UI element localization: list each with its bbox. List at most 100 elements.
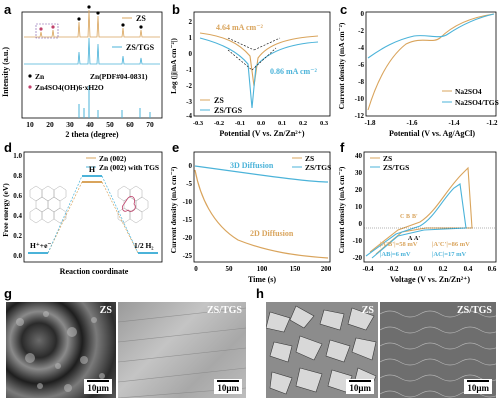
chart-d: Free energy (eV) Zn (002) Zn (002) with … <box>1 151 163 276</box>
f-annot-ap: A' <box>414 236 420 242</box>
e-xtick: 150 <box>290 265 301 273</box>
a-xtick: 20 <box>46 120 54 129</box>
d-xlabel: Reaction coordinate <box>60 267 129 276</box>
sem-g-zs-texture <box>16 311 105 392</box>
e-ylabel: Current density (mA cm⁻²) <box>169 166 178 253</box>
sem-h-zs: ZS 10μm <box>266 302 378 398</box>
a-reference-sticks <box>78 86 151 118</box>
f-ytick: 30 <box>355 169 363 177</box>
c-ytick: -8 <box>358 78 364 86</box>
c-xlabel: Potential (V vs. Ag/AgCl) <box>389 129 475 138</box>
f-xtick: 0.2 <box>439 265 448 273</box>
e-ytick: -5 <box>186 180 192 188</box>
panel-label-b: b <box>172 2 180 17</box>
c-ytick: -4 <box>358 44 364 52</box>
panel-label-c: c <box>340 2 348 17</box>
sem-h-zstgs: ZS/TGS 10μm <box>380 302 496 398</box>
a-zn-markers <box>77 5 143 29</box>
chart-f: Current density (mA cm⁻²) ZS ZS/TGS C B … <box>337 151 497 284</box>
a-frame <box>21 11 163 119</box>
a-xticks: 10 20 30 40 50 60 70 <box>26 120 154 129</box>
d-annot-start: H⁺+e⁻ <box>30 241 51 250</box>
f-value-ac-prime: |A'C'|=86 mV <box>432 241 470 248</box>
b-annot-zstgs: 0.86 mA cm⁻² <box>270 67 317 76</box>
f-value-ac: |AC|=17 mV <box>432 251 466 258</box>
d-ytick: 0.8 <box>13 172 22 180</box>
f-ytick: -10 <box>353 237 363 245</box>
b-ytick: -1 <box>186 66 192 74</box>
a-ylabel: Intensity (a.u.) <box>1 47 10 97</box>
a-legend-zstgs: ZS/TGS <box>126 43 155 52</box>
f-zstgs-loop <box>365 183 467 259</box>
b-ytick: 2 <box>189 18 193 26</box>
c-ytick: -10 <box>355 95 365 103</box>
e-legend-zs: ZS <box>305 154 314 163</box>
panel-label-f: f <box>340 140 345 155</box>
a-xtick: 50 <box>106 120 114 129</box>
panel-label-d: d <box>4 140 12 155</box>
sem-g-zstgs-label: ZS/TGS <box>206 305 242 316</box>
e-ytick: -20 <box>183 234 193 242</box>
f-annot-b: B <box>406 214 410 220</box>
f-legend-zs: ZS <box>383 154 392 163</box>
c-xtick: -1.4 <box>448 119 460 127</box>
e-ytick: -25 <box>183 252 193 260</box>
panel-label-a: a <box>4 2 12 17</box>
d-ytick: 0.4 <box>13 212 22 220</box>
a-legend-zhs-dot <box>28 85 32 89</box>
a-xtick: 30 <box>66 120 74 129</box>
chart-a: Intensity (a.u.) ZS ZS/TGS Zn Zn(PDF#04-… <box>1 5 163 139</box>
f-xlabel: Voltage (V vs. Zn/Zn²⁺) <box>390 275 470 284</box>
b-xtick: 0.1 <box>278 120 286 127</box>
a-zs-trace <box>24 9 160 38</box>
c-na2so4-curve <box>367 13 495 111</box>
c-yticks: 0 -2 -4 -6 -8 -10 -12 <box>355 10 365 120</box>
f-xticks: -0.4 -0.2 0.0 0.2 0.4 0.6 <box>362 265 496 273</box>
d-annot-end: 1/2 H₂ <box>134 241 154 250</box>
e-ytick: -10 <box>183 198 193 206</box>
a-zstgs-trace <box>24 37 160 65</box>
b-ytick: 1 <box>189 34 193 42</box>
f-xtick: 0.6 <box>488 265 497 273</box>
c-na2so4tgs-curve <box>367 13 495 59</box>
e-yticks: 0 -5 -10 -15 -20 -25 <box>183 162 193 260</box>
b-xticks: -0.3 -0.2 -0.1 0.0 0.1 0.2 0.3 <box>193 120 329 127</box>
a-legend-zn-dot <box>28 74 32 78</box>
sem-g-zs-label: ZS <box>99 305 112 316</box>
b-xtick: 0.0 <box>257 120 265 127</box>
sem-g-zstgs: ZS/TGS 10μm <box>118 302 246 398</box>
e-ytick: 0 <box>189 162 193 170</box>
b-yticks: 2 1 0 -1 -2 -3 -4 <box>186 18 192 120</box>
e-xtick: 50 <box>226 265 234 273</box>
e-annot-2d: 2D Diffusion <box>250 229 294 238</box>
c-xtick: -1.8 <box>364 119 376 127</box>
c-legend-1: Na2SO4 <box>455 87 482 96</box>
f-ytick: 0 <box>359 220 363 228</box>
f-ytick: -20 <box>353 254 363 262</box>
f-xtick: -0.4 <box>362 265 374 273</box>
d-tgs-molecule <box>121 196 136 212</box>
e-zs-curve <box>194 169 329 259</box>
chart-e: Current density (mA cm⁻²) ZS ZS/TGS 3D D… <box>169 151 332 284</box>
d-ytick: 0.6 <box>13 192 22 200</box>
b-xtick: 0.2 <box>299 120 307 127</box>
f-legend-zstgs: ZS/TGS <box>383 163 409 172</box>
d-frame <box>23 151 163 263</box>
c-ytick: -12 <box>355 112 365 120</box>
d-lattice-left <box>29 185 67 224</box>
e-annot-3d: 3D Diffusion <box>230 161 274 170</box>
e-xticks: 0 50 100 150 200 <box>194 265 332 273</box>
b-zs-curve <box>199 32 319 87</box>
d-lattice-right <box>117 185 149 224</box>
c-xtick: -1.6 <box>406 119 418 127</box>
c-xticks: -1.8 -1.6 -1.4 -1.2 <box>364 119 498 127</box>
chart-c: Current density (mA cm⁻²) Na2SO4 Na2SO4/… <box>337 10 499 138</box>
b-xtick: 0.3 <box>320 120 329 127</box>
b-frame <box>193 11 331 117</box>
d-legend-tgs: Zn (002) with TGS <box>99 163 159 172</box>
a-xtick: 60 <box>126 120 134 129</box>
f-annot-c: C <box>400 214 404 220</box>
e-xtick: 200 <box>321 265 332 273</box>
e-frame <box>193 151 331 263</box>
a-zhs-markers <box>39 25 55 31</box>
